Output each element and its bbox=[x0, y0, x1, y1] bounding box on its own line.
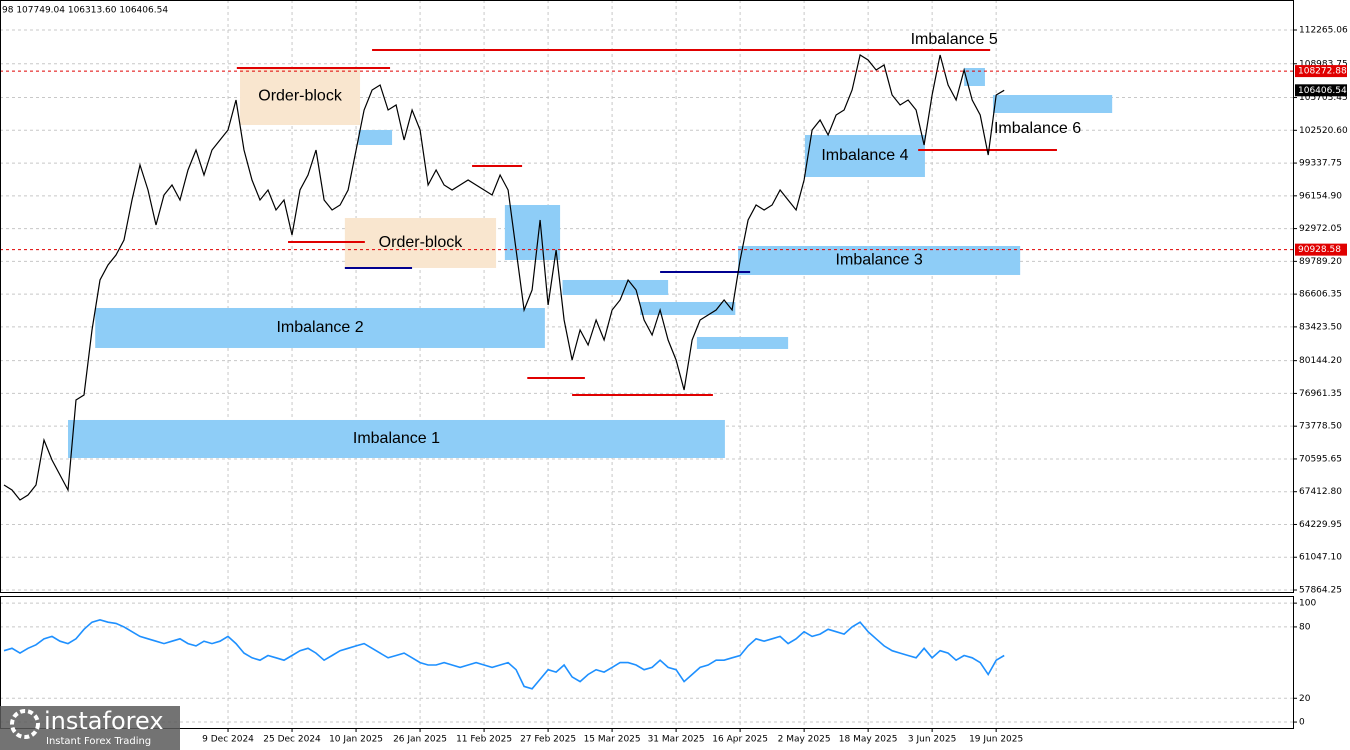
price-tag bbox=[1295, 84, 1347, 97]
zone-label: Imbalance 3 bbox=[836, 252, 923, 269]
zone bbox=[696, 336, 789, 349]
zone bbox=[68, 419, 725, 458]
y-tick-label: 112265.06 bbox=[1299, 25, 1348, 35]
y-tick-label: 83423.50 bbox=[1299, 322, 1342, 332]
zone bbox=[992, 94, 1113, 113]
y-tick-label: 96154.90 bbox=[1299, 191, 1342, 201]
x-tick-label: 27 Feb 2025 bbox=[520, 735, 576, 745]
price-line bbox=[3, 618, 1005, 690]
zone-label: Imbalance 2 bbox=[276, 319, 363, 336]
zone bbox=[358, 129, 393, 145]
y-tick-label: 70595.65 bbox=[1299, 454, 1342, 464]
indicator-panel: 100 80 20 0 bbox=[0, 596, 1316, 728]
x-tick-label: 25 Dec 2024 bbox=[263, 735, 321, 745]
x-tick-label: 10 Jan 2025 bbox=[329, 735, 383, 745]
x-tick-label: 18 May 2025 bbox=[839, 735, 898, 745]
logo-tagline: Instant Forex Trading bbox=[46, 736, 151, 747]
y-tick-label: 20 bbox=[1299, 694, 1311, 704]
price-line bbox=[3, 54, 1005, 501]
price-tag-label: 108272.88 bbox=[1298, 67, 1347, 77]
y-tick-label: 80 bbox=[1299, 622, 1311, 632]
y-tick-label: 92972.05 bbox=[1299, 224, 1342, 234]
zone-label: Imbalance 5 bbox=[911, 31, 998, 48]
zone-label: Imbalance 6 bbox=[994, 120, 1081, 137]
y-tick-label: 67412.80 bbox=[1299, 487, 1342, 497]
zone bbox=[240, 68, 361, 125]
price-tag bbox=[1295, 65, 1347, 78]
x-tick-label: 16 Apr 2025 bbox=[712, 735, 768, 745]
y-tick-label: 64229.95 bbox=[1299, 520, 1342, 530]
y-tick-label: 0 bbox=[1299, 718, 1305, 728]
y-tick-label: 61047.10 bbox=[1299, 553, 1342, 563]
zone-label: Imbalance 4 bbox=[821, 147, 908, 164]
y-tick-label: 73778.50 bbox=[1299, 422, 1342, 432]
y-tick-label: 100 bbox=[1299, 599, 1316, 609]
logo: instaforex Instant Forex Trading bbox=[0, 706, 180, 750]
zone bbox=[344, 217, 497, 268]
x-tick-label: 19 Jun 2025 bbox=[969, 735, 1023, 745]
logo-name: instaforex bbox=[44, 707, 164, 735]
zone bbox=[964, 68, 985, 86]
price-tag-label: 90928.58 bbox=[1298, 245, 1341, 255]
y-tick-label: 102520.60 bbox=[1299, 126, 1348, 136]
x-tick-label: 11 Feb 2025 bbox=[456, 735, 512, 745]
zone-label: Imbalance 1 bbox=[353, 430, 440, 447]
price-panel: 112265.06 108983.75 105703.45 102520.60 9933… bbox=[0, 0, 1348, 596]
y-tick-label: 80144.20 bbox=[1299, 356, 1342, 366]
zone bbox=[504, 204, 561, 260]
y-tick-label: 105703.45 bbox=[1299, 93, 1348, 103]
x-tick-label: 9 Dec 2024 bbox=[202, 735, 254, 745]
x-tick-label: 2 May 2025 bbox=[778, 735, 831, 745]
x-tick-label: 31 Mar 2025 bbox=[648, 735, 705, 745]
x-tick-label: 3 Jun 2025 bbox=[908, 735, 956, 745]
header: 98 107749.04 106313.60 106406.54 bbox=[2, 6, 168, 16]
zone-label: Order-block bbox=[379, 234, 464, 251]
price-tag-label: 106406.54 bbox=[1298, 86, 1347, 96]
zone bbox=[95, 307, 545, 348]
x-tick-label: 15 Mar 2025 bbox=[584, 735, 641, 745]
y-tick-label: 57864.25 bbox=[1299, 586, 1342, 596]
zone bbox=[562, 279, 669, 295]
y-tick-label: 99337.75 bbox=[1299, 159, 1342, 169]
zone bbox=[738, 245, 1021, 275]
zone bbox=[640, 301, 736, 315]
y-tick-label: 76961.35 bbox=[1299, 389, 1342, 399]
y-tick-label: 86606.35 bbox=[1299, 290, 1342, 300]
x-tick-label: 26 Jan 2025 bbox=[393, 735, 447, 745]
zone bbox=[804, 134, 925, 177]
y-tick-label: 108983.75 bbox=[1299, 59, 1348, 69]
y-tick-label: 89789.20 bbox=[1299, 257, 1342, 267]
price-tag bbox=[1295, 243, 1347, 256]
price-frame bbox=[0, 0, 1294, 593]
logo-icon bbox=[10, 709, 40, 739]
indicator-frame bbox=[0, 596, 1294, 729]
zone-label: Order-block bbox=[258, 88, 343, 105]
